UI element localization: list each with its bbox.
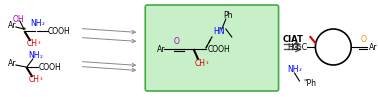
Text: NH: NH [30,19,42,28]
Text: CH: CH [26,39,37,48]
Text: COOH: COOH [47,26,70,36]
Text: CH: CH [194,58,206,68]
Text: ₂: ₂ [299,66,302,72]
Text: Ph: Ph [223,10,232,19]
FancyBboxPatch shape [145,5,279,91]
Text: ₃: ₃ [37,41,40,45]
Text: ₃: ₃ [40,77,42,81]
Text: COOH: COOH [39,62,61,71]
Text: Ar: Ar [8,20,17,29]
Text: CH: CH [28,74,39,84]
Text: Ar: Ar [157,45,166,54]
Text: O: O [173,36,179,45]
Text: OH: OH [13,14,25,23]
Text: *: * [23,27,26,33]
Text: "Ph: "Ph [304,78,316,87]
Text: CIAT: CIAT [283,36,304,45]
Text: Ar: Ar [8,58,17,68]
Text: ₂: ₂ [39,53,42,59]
Text: NH: NH [288,65,299,74]
Text: O: O [360,35,366,43]
Text: NH: NH [28,52,40,61]
Text: COOH: COOH [208,45,230,54]
Text: ₃: ₃ [206,61,208,65]
Text: HN: HN [213,28,225,36]
Text: HO₂C: HO₂C [288,42,307,52]
Text: Ar: Ar [369,42,377,52]
Text: ₂: ₂ [41,20,44,26]
